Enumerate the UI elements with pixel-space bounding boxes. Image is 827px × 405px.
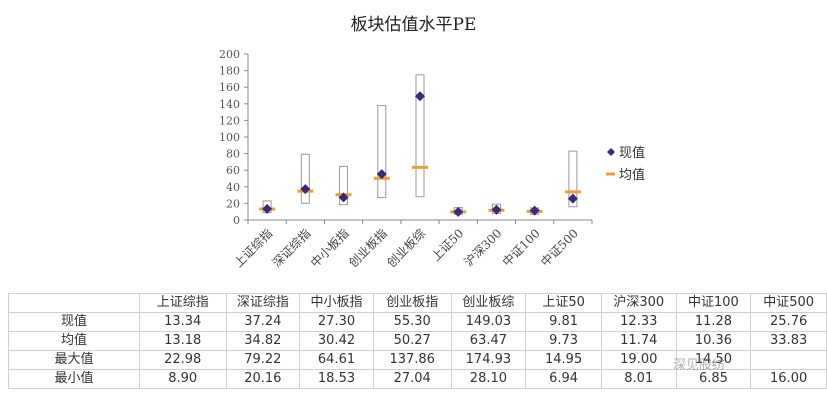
table-cell: 11.28 [675,312,752,332]
pe-chart: 0 20 40 60 80 100 120 140 160 180 200 上证综指深证综指中小板指创… [219,48,645,271]
pe-table: 上证综指 深证综指 中小板指 创业板指 创业板综 上证50 沪深300 中证100 中证500 现… [8,293,827,389]
table-row: 最大值 22.98 79.22 64.61 137.86 174.93 14.95 19.00… [8,350,827,370]
column-header: 中证100 [675,293,752,313]
table-cell: 50.27 [372,331,452,351]
table-cell: 16.00 [750,369,827,389]
table-cell: 30.42 [299,331,374,351]
x-tick-label: 中证100 [499,226,543,270]
table-cell: 79.22 [225,350,301,370]
range-bar [377,105,387,199]
x-tick-label: 上证综指 [231,226,276,271]
x-tick-label: 中小板指 [307,226,352,271]
legend-diamond-icon [607,148,615,156]
table-cell: 27.04 [372,369,452,389]
table-row: 最小值 8.90 20.16 18.53 27.04 28.10 6.94 8.01 6.85 1… [8,369,827,389]
x-tick-label: 创业板综 [384,226,428,270]
y-tick-label: 40 [226,181,240,194]
table-cell: 22.98 [138,350,227,370]
current-marker [300,184,311,195]
legend-label: 现值 [619,145,645,161]
current-marker [376,169,387,180]
table-cell: 8.01 [600,369,677,389]
y-tick-label: 0 [233,214,240,227]
x-tick-label: 中证500 [537,226,581,270]
chart-title: 板块估值水平PE [350,15,477,35]
table-cell [750,350,827,370]
table-cell: 13.18 [138,331,227,351]
y-tick-label: 100 [219,131,240,144]
row-label: 现值 [8,312,140,332]
table-cell: 12.33 [600,312,677,332]
table-cell: 20.16 [225,369,301,389]
table-row: 均值 13.18 34.82 30.42 50.27 63.47 9.73 11.74 10.3… [8,331,827,351]
range-bar [415,74,425,198]
column-header: 沪深300 [600,293,677,313]
table-cell: 11.74 [600,331,677,351]
y-tick-label: 180 [219,65,240,78]
table-cell: 55.30 [372,312,452,332]
x-tick-label: 上证50 [429,226,467,264]
table-cell: 9.81 [525,312,602,332]
y-tick-label: 200 [219,48,240,61]
y-tick-label: 160 [219,81,240,94]
table-cell: 6.85 [675,369,752,389]
table-cell: 63.47 [450,331,527,351]
column-header: 中证500 [750,293,827,313]
current-marker [453,206,464,217]
table-cell: 8.90 [138,369,227,389]
y-tick-label: 140 [219,98,240,111]
table-cell: 34.82 [225,331,301,351]
table-cell: 19.00 [600,350,677,370]
current-marker [491,204,502,215]
table-cell: 174.93 [450,350,527,370]
y-tick-label: 20 [226,197,240,210]
current-marker [262,203,273,214]
y-tick-label: 120 [219,114,240,127]
y-tick-label: 80 [226,148,240,161]
table-cell: 13.34 [138,312,227,332]
row-label: 均值 [8,331,140,351]
table-cell: 27.30 [299,312,374,332]
table-cell: 6.94 [525,369,602,389]
table-cell: 9.73 [525,331,602,351]
x-tick-label: 创业板指 [345,226,390,271]
row-label: 最大值 [8,350,140,370]
table-row: 现值 13.34 37.24 27.30 55.30 149.03 9.81 12.33 11.… [8,312,827,332]
table-cell: 14.50 [675,350,752,370]
table-cell: 28.10 [450,369,527,389]
current-marker [529,205,540,216]
current-marker [567,193,578,204]
current-marker [415,91,425,102]
table-cell: 149.03 [450,312,527,332]
range-bar [339,165,349,206]
x-tick-label: 深证综指 [269,226,314,271]
y-tick-label: 60 [226,164,240,177]
table-cell: 33.83 [750,331,827,351]
table-cell: 18.53 [299,369,374,389]
row-label: 最小值 [8,369,140,389]
column-header: 上证综指 [138,293,227,313]
column-header [8,293,140,313]
legend-label: 均值 [619,167,645,183]
table-header-row: 上证综指 深证综指 中小板指 创业板指 创业板综 上证50 沪深300 中证100 中证500 [8,293,827,313]
current-marker [338,192,349,203]
table-cell: 10.36 [675,331,752,351]
column-header: 深证综指 [225,293,301,313]
column-header: 创业板指 [372,293,452,313]
table-cell: 25.76 [750,312,827,332]
range-bar [568,150,578,208]
range-bar [300,153,310,204]
table-cell: 64.61 [299,350,374,370]
table-cell: 14.95 [525,350,602,370]
table-cell: 37.24 [225,312,301,332]
table-cell: 137.86 [372,350,452,370]
x-tick-label: 沪深300 [461,226,504,269]
column-header: 上证50 [525,293,602,313]
column-header: 中小板指 [299,293,374,313]
column-header: 创业板综 [450,293,527,313]
